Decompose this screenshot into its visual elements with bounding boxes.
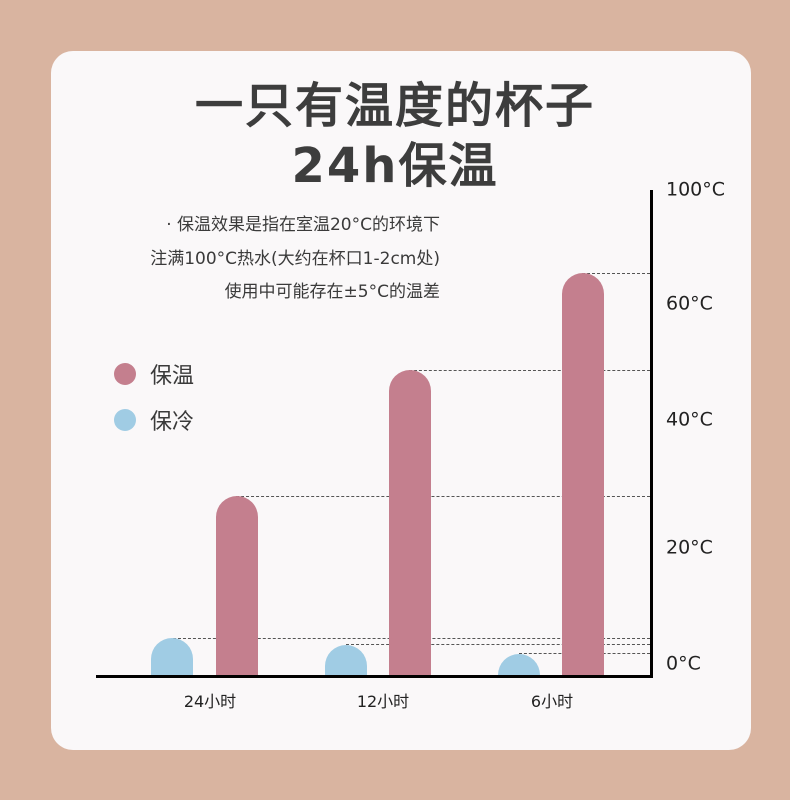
y-tick-20: 20°C xyxy=(666,536,713,559)
note-line-3: 使用中可能存在±5°C的温差 xyxy=(224,282,440,302)
y-tick-0: 0°C xyxy=(666,652,701,675)
y-axis-line xyxy=(650,190,653,678)
bar-24h-cold xyxy=(151,638,193,676)
legend-item-cold: 保冷 xyxy=(114,408,194,435)
bar-24h-warm xyxy=(216,496,258,676)
bar-6h-cold xyxy=(498,654,540,676)
reference-line-24h-warm xyxy=(236,496,650,497)
reference-line-12h-cold xyxy=(346,644,650,645)
note-line-2: 注满100°C热水(大约在杯口1-2cm处) xyxy=(150,249,440,269)
bar-12h-cold xyxy=(325,645,367,676)
reference-line-12h-warm xyxy=(409,370,650,371)
y-tick-40: 40°C xyxy=(666,408,713,431)
chart-subtitle: 24h保温 xyxy=(291,138,499,194)
x-tick-12h: 12小时 xyxy=(356,692,410,711)
x-tick-24h: 24小时 xyxy=(183,692,237,711)
legend-label-cold: 保冷 xyxy=(150,410,195,435)
x-axis-line xyxy=(96,675,653,678)
bar-12h-warm xyxy=(389,370,431,676)
x-tick-6h: 6小时 xyxy=(530,692,574,711)
y-tick-60: 60°C xyxy=(666,292,713,315)
bar-6h-warm xyxy=(562,273,604,676)
legend-label-warm: 保温 xyxy=(150,364,195,389)
y-tick-100: 100°C xyxy=(666,178,726,201)
chart-title: 一只有温度的杯子 xyxy=(194,78,595,134)
legend-dot-warm-icon xyxy=(114,363,136,385)
reference-line-6h-warm xyxy=(582,273,650,274)
legend-item-warm: 保温 xyxy=(114,362,194,389)
note-line-1: · 保温效果是指在室温20°C的环境下 xyxy=(166,215,440,235)
legend-dot-cold-icon xyxy=(114,409,136,431)
